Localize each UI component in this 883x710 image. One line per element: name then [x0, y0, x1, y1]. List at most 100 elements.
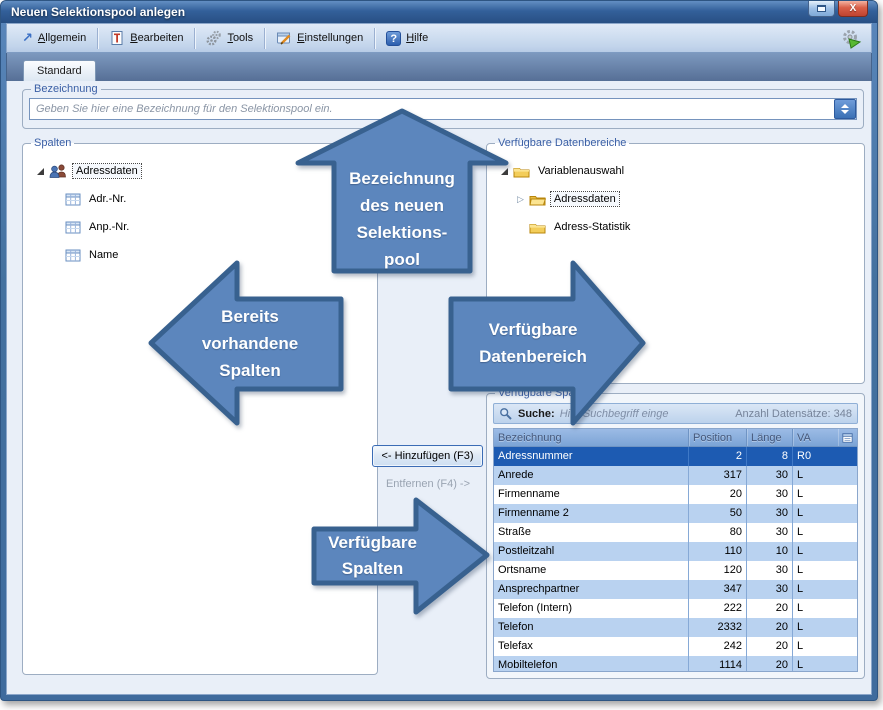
cell-va: L — [797, 640, 804, 652]
close-icon: X — [849, 3, 857, 14]
tree-node-adr-nr[interactable]: Adr.-Nr. — [29, 185, 371, 213]
tree-node-label: Adr.-Nr. — [89, 193, 127, 205]
close-button[interactable]: X — [838, 1, 868, 17]
arrow-up-icon — [841, 104, 849, 108]
toolbar-separator — [374, 27, 376, 49]
cell-position: 317 — [689, 466, 747, 485]
cell-bezeichnung: Ansprechpartner — [494, 580, 689, 599]
columns-table: Bezeichnung Position Länge VA — [493, 428, 858, 672]
expanded-triangle-icon[interactable] — [501, 167, 508, 175]
tree-node-adress-statistik[interactable]: Adress-Statistik — [493, 213, 858, 241]
cell-position: 347 — [689, 580, 747, 599]
toolbar-item-einstellungen[interactable]: Einstellungen — [267, 27, 372, 49]
datenbereiche-group-caption: Verfügbare Datenbereiche — [498, 137, 627, 149]
bezeichnung-group: Bezeichnung — [22, 83, 864, 129]
cell-va: L — [797, 583, 804, 595]
maximize-icon — [817, 5, 826, 12]
cell-laenge: 30 — [747, 580, 793, 599]
toolbar-item-tools[interactable]: Tools — [197, 27, 262, 49]
maximize-button[interactable] — [808, 1, 835, 17]
table-row[interactable]: Telefon 2332 20 L — [494, 618, 857, 637]
add-button[interactable]: <- Hinzufügen (F3) — [372, 445, 483, 467]
spalten-tree: Adressdaten Adr.-Nr. — [29, 151, 371, 269]
column-header-va[interactable]: VA — [793, 429, 838, 446]
cell-va: L — [797, 621, 804, 633]
spalten-group-caption: Spalten — [34, 137, 72, 149]
bezeichnung-input[interactable] — [29, 98, 857, 120]
table-row[interactable]: Mobiltelefon 1114 20 L — [494, 656, 857, 671]
column-header-laenge[interactable]: Länge — [747, 429, 793, 446]
run-gear-button[interactable] — [839, 27, 863, 56]
table-row[interactable]: Postleitzahl 110 10 L — [494, 542, 857, 561]
settings-window-icon — [277, 32, 291, 45]
search-bar[interactable]: Suche: Hier Suchbegriff einge Anzahl Dat… — [493, 403, 858, 424]
tree-node-label: Adressdaten — [549, 191, 620, 207]
cell-va: L — [797, 469, 804, 481]
cell-position: 120 — [689, 561, 747, 580]
cell-position: 50 — [689, 504, 747, 523]
search-icon — [500, 407, 512, 420]
toolbar-label: Hilfe — [406, 32, 429, 44]
window-body: ↗ Allgemein Bearbeiten — [6, 23, 872, 695]
column-options-button[interactable] — [838, 429, 857, 446]
verfuegbare-spalten-group-caption: Verfügbare Spalten — [498, 387, 593, 399]
cell-laenge: 30 — [747, 485, 793, 504]
folder-icon — [513, 167, 530, 177]
table-header: Bezeichnung Position Länge VA — [494, 429, 857, 447]
column-header-position[interactable]: Position — [689, 429, 747, 446]
table-body: Adressnummer 2 8 R0 Anrede 317 30 L Firm… — [494, 447, 857, 671]
tab-label: Standard — [37, 65, 82, 77]
tab-standard[interactable]: Standard — [23, 60, 96, 81]
table-column-icon — [65, 221, 81, 233]
cell-va: L — [797, 507, 804, 519]
bezeichnung-group-caption: Bezeichnung — [34, 83, 98, 95]
collapsed-triangle-icon[interactable]: ▷ — [517, 194, 524, 204]
column-header-bezeichnung[interactable]: Bezeichnung — [494, 429, 689, 446]
table-row[interactable]: Telefon (Intern) 222 20 L — [494, 599, 857, 618]
table-row[interactable]: Telefax 242 20 L — [494, 637, 857, 656]
toolbar-item-hilfe[interactable]: ? Hilfe — [377, 28, 437, 49]
tree-node-anp-nr[interactable]: Anp.-Nr. — [29, 213, 371, 241]
spalten-group: Spalten Adressdaten — [22, 137, 378, 675]
cell-va: L — [797, 602, 804, 614]
cell-va: L — [797, 564, 804, 576]
cell-laenge: 20 — [747, 599, 793, 618]
table-row[interactable]: Firmenname 2 50 30 L — [494, 504, 857, 523]
gear-run-icon — [843, 30, 862, 49]
table-row[interactable]: Ortsname 120 30 L — [494, 561, 857, 580]
window-title: Neuen Selektionspool anlegen — [11, 5, 186, 19]
window-controls: X — [808, 1, 868, 17]
table-column-icon — [65, 249, 81, 261]
notepad-pen-icon — [111, 31, 123, 45]
toolbar-label: Einstellungen — [297, 32, 364, 44]
search-placeholder-text[interactable]: Hier Suchbegriff einge — [559, 407, 669, 420]
cell-bezeichnung: Firmenname 2 — [494, 504, 689, 523]
tree-node-variablenauswahl[interactable]: Variablenauswahl — [493, 157, 858, 185]
tree-node-name[interactable]: Name — [29, 241, 371, 269]
table-row[interactable]: Adressnummer 2 8 R0 — [494, 447, 857, 466]
cell-position: 20 — [689, 485, 747, 504]
expanded-triangle-icon[interactable] — [37, 167, 44, 175]
toolbar: ↗ Allgemein Bearbeiten — [6, 23, 872, 53]
toolbar-item-allgemein[interactable]: ↗ Allgemein — [13, 27, 95, 49]
table-row[interactable]: Firmenname 20 30 L — [494, 485, 857, 504]
table-row[interactable]: Anrede 317 30 L — [494, 466, 857, 485]
tree-node-adressdaten[interactable]: Adressdaten — [29, 157, 371, 185]
cell-bezeichnung: Telefon — [494, 618, 689, 637]
cell-position: 2 — [689, 447, 747, 466]
cell-laenge: 30 — [747, 504, 793, 523]
arrow-down-icon — [841, 110, 849, 114]
contacts-group-icon — [49, 164, 66, 178]
toolbar-separator — [264, 27, 266, 49]
bezeichnung-dropdown-button[interactable] — [834, 99, 856, 119]
cell-bezeichnung: Postleitzahl — [494, 542, 689, 561]
cell-laenge: 10 — [747, 542, 793, 561]
tree-node-adressdaten-folder[interactable]: ▷ Adressdaten — [493, 185, 858, 213]
table-row[interactable]: Ansprechpartner 347 30 L — [494, 580, 857, 599]
cell-laenge: 20 — [747, 637, 793, 656]
table-row[interactable]: Straße 80 30 L — [494, 523, 857, 542]
cell-bezeichnung: Telefon (Intern) — [494, 599, 689, 618]
cell-bezeichnung: Firmenname — [494, 485, 689, 504]
toolbar-item-bearbeiten[interactable]: Bearbeiten — [100, 27, 192, 49]
